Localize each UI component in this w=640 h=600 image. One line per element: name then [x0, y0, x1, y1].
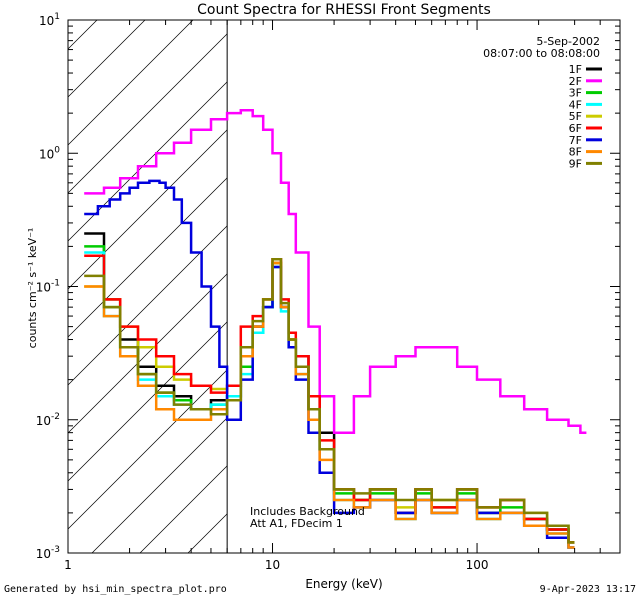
legend-label-5F: 5F: [569, 110, 582, 123]
hatch-line: [68, 20, 146, 98]
hatch-line: [68, 177, 228, 338]
footer-generated-by: Generated by hsi_min_spectra_plot.pro: [4, 584, 227, 595]
legend-label-9F: 9F: [569, 157, 582, 170]
y-tick-label: 10-2: [36, 412, 60, 428]
legend-label-3F: 3F: [569, 87, 582, 100]
hatch-line: [68, 33, 228, 194]
hatch-line: [68, 369, 228, 530]
hatch-line: [91, 417, 228, 553]
footer-timestamp: 9-Apr-2023 13:17: [539, 584, 636, 595]
time-range-label: 08:07:00 to 08:08:00: [483, 47, 600, 60]
x-tick-label: 100: [466, 558, 489, 572]
legend-label-4F: 4F: [569, 98, 582, 111]
hatch-line: [68, 321, 228, 482]
y-tick-label: 101: [39, 12, 60, 28]
series-line-9F: [84, 258, 575, 544]
hatch-line: [68, 20, 194, 146]
legend-label-6F: 6F: [569, 122, 582, 135]
date-label: 5-Sep-2002: [536, 35, 600, 48]
y-tick-label: 10-3: [36, 545, 60, 561]
note-background: Includes Background: [250, 505, 365, 518]
x-tick-label: 1: [64, 558, 72, 572]
legend-label-1F: 1F: [569, 63, 582, 76]
legend-label-2F: 2F: [569, 75, 582, 88]
y-axis-label: counts cm⁻² s⁻¹ keV⁻¹: [26, 228, 39, 349]
x-axis-label: Energy (keV): [305, 577, 382, 591]
chart-title: Count Spectra for RHESSI Front Segments: [197, 2, 491, 18]
x-tick-label: 10: [265, 558, 280, 572]
note-attenuator: Att A1, FDecim 1: [250, 517, 343, 530]
y-tick-label: 10-1: [36, 279, 60, 295]
series-line-2F: [84, 109, 587, 434]
y-tick-label: 100: [39, 145, 60, 161]
legend-label-8F: 8F: [569, 146, 582, 159]
legend-label-7F: 7F: [569, 134, 582, 147]
